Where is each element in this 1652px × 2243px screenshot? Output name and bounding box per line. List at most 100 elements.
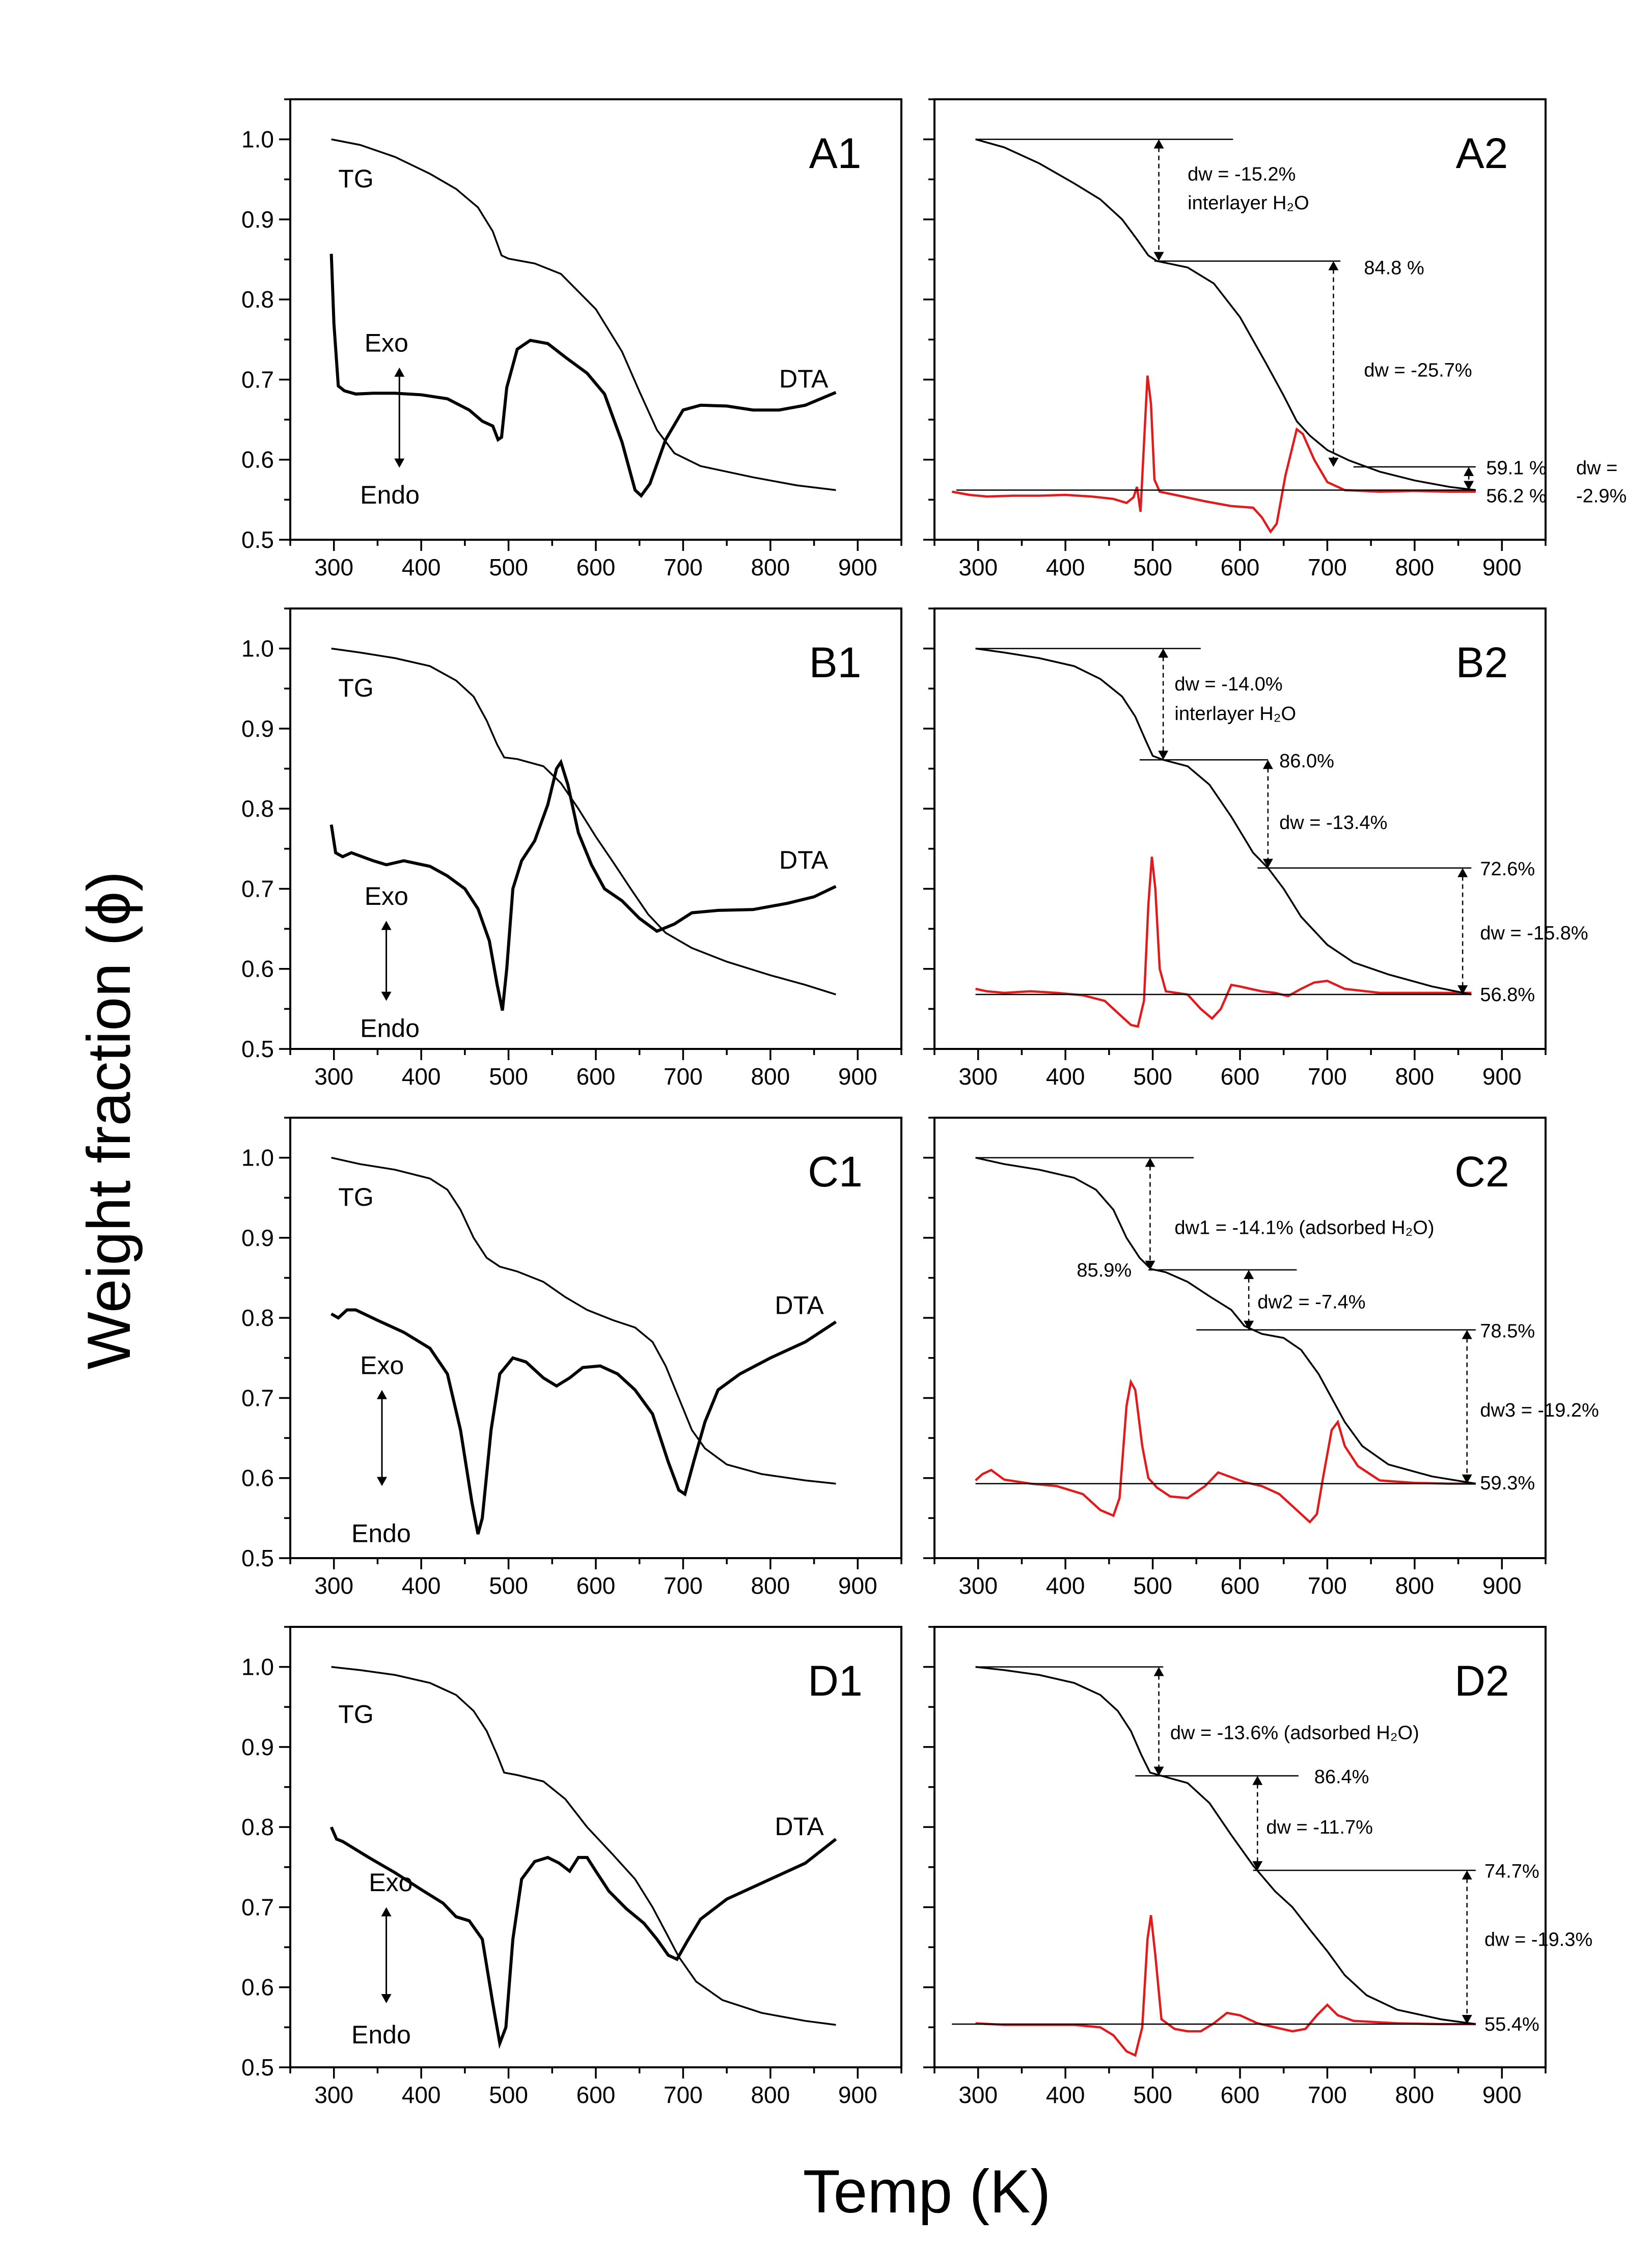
panel-b2-xtick-label: 300 (958, 1063, 998, 1090)
panel-b2-annotation: 56.8% (1480, 984, 1535, 1006)
panel-b1-ytick-label: 0.6 (241, 956, 274, 982)
panel-c1-ytick-label: 0.5 (241, 1545, 274, 1571)
panel-b2-step-arrowhead-bottom (1262, 859, 1273, 868)
panel-b1-endo-label: Endo (360, 1014, 420, 1042)
panel-b2-annotation: dw = -13.4% (1279, 812, 1387, 834)
panel-c2-xtick-label: 500 (1133, 1572, 1172, 1599)
panel-b1-ytick-label: 0.8 (241, 795, 274, 822)
panel-a2-dta-curve (951, 375, 1476, 534)
panel-b2-xtick-label: 400 (1046, 1063, 1085, 1090)
panel-a2-step-arrowhead-bottom (1153, 252, 1164, 261)
panel-a2-annotation: interlayer H₂O (1188, 192, 1309, 214)
panel-b2: 300 400 500 600 700 800 900 B2 dw = -14.0% interl… (923, 607, 1588, 1090)
panel-a2-step-arrowhead-top (1328, 261, 1339, 270)
panel-b2-xtick-label: 500 (1133, 1063, 1172, 1090)
panel-a1-exo-arrowhead (394, 367, 405, 377)
panel-a1-ytick-label: 0.6 (241, 447, 274, 473)
panel-b2-step-arrowhead-top (1262, 760, 1273, 769)
panel-d2-step-arrowhead-top (1462, 1870, 1472, 1880)
panel-b1-label: B1 (809, 639, 862, 686)
panel-c2-frame (933, 1117, 1547, 1559)
panel-a2-step-arrowhead-bottom (1464, 481, 1474, 490)
panel-b1-xtick-label: 700 (664, 1063, 703, 1090)
panel-d2-label: D2 (1454, 1657, 1509, 1705)
panel-a2-annotation: 84.8 % (1364, 257, 1424, 279)
panel-b1-dta-label: DTA (779, 846, 829, 874)
panel-a2-xtick-label: 400 (1046, 554, 1085, 580)
panel-d2: 300 400 500 600 700 800 900 D2 dw = -13.6% (adso… (923, 1626, 1592, 2108)
panel-d1-ytick-label: 0.8 (241, 1814, 274, 1840)
panel-c1-ytick-label: 0.9 (241, 1225, 274, 1251)
panel-c2-step-arrowhead-top (1244, 1269, 1254, 1279)
panel-c1-ytick-label: 1.0 (241, 1145, 274, 1171)
panel-d2-xtick-label: 400 (1046, 2082, 1085, 2108)
panel-a1-endo-arrowhead (394, 458, 405, 468)
panel-b2-annotation: dw = -14.0% (1174, 674, 1282, 695)
panel-c1-tg-curve (331, 1156, 836, 1485)
panel-b1-exo-label: Exo (365, 882, 408, 910)
panel-d1-endo-arrowhead (381, 1994, 392, 2004)
panel-a1-ytick-label: 0.5 (241, 527, 274, 553)
panel-d2-tg-curve (975, 1666, 1476, 2025)
panel-a1-xtick-label: 500 (489, 554, 528, 580)
panel-c2-xtick-label: 600 (1221, 1572, 1260, 1599)
panel-d1: 300 400 500 600 700 800 900 0.5 0.6 0.7 0.8 0.9 1.0 D… (241, 1626, 902, 2108)
panel-c1-xtick-label: 400 (402, 1572, 441, 1599)
panel-d1-xtick-label: 700 (664, 2082, 703, 2108)
panels: 300 400 500 600 700 800 900 0.5 0.6 0.7 0.8 0.9 1.0 A… (241, 98, 1627, 2108)
panel-c2-annotation: dw2 = -7.4% (1257, 1292, 1365, 1313)
panel-d1-tg-curve (331, 1666, 836, 2026)
panel-a2-step-arrowhead-bottom (1328, 457, 1339, 467)
panel-c2-annotation: dw1 = -14.1% (adsorbed H₂O) (1174, 1217, 1434, 1238)
panel-c2-annotation: 78.5% (1480, 1320, 1535, 1342)
panel-d1-ytick-label: 1.0 (241, 1654, 274, 1680)
panel-a1-xtick-label: 700 (664, 554, 703, 580)
panel-d2-xtick-label: 700 (1308, 2082, 1347, 2108)
panel-d1-dta-label: DTA (775, 1812, 824, 1841)
panel-b2-annotation: interlayer H₂O (1174, 703, 1296, 725)
panel-b1-tg-label: TG (338, 674, 373, 702)
panel-d1-label: D1 (808, 1657, 862, 1705)
panel-d1-xtick-label: 800 (751, 2082, 790, 2108)
panel-b2-tg-curve (975, 647, 1472, 995)
panel-d2-annotation: dw = -13.6% (adsorbed H₂O) (1170, 1723, 1419, 1744)
panel-c1-label: C1 (808, 1148, 862, 1196)
panel-d1-exo-label: Exo (369, 1868, 412, 1897)
panel-a1-dta-curve (329, 254, 837, 498)
panel-c1-xtick-label: 800 (751, 1572, 790, 1599)
panel-a1-exo-label: Exo (365, 328, 408, 357)
panel-c1: 300 400 500 600 700 800 900 0.5 0.6 0.7 0.8 0.9 1.0 C… (241, 1117, 902, 1599)
panel-d2-xtick-label: 900 (1482, 2082, 1522, 2108)
panel-d1-xtick-label: 300 (314, 2082, 353, 2108)
panel-a1-tg-label: TG (338, 164, 373, 193)
panel-c2-step-arrowhead-top (1462, 1330, 1472, 1339)
panel-c1-ytick-label: 0.8 (241, 1305, 274, 1331)
panel-a1-xtick-label: 300 (314, 554, 353, 580)
panel-b2-annotation: 86.0% (1279, 751, 1334, 772)
panel-a2-xtick-label: 500 (1133, 554, 1172, 580)
panel-a2-step-arrowhead-top (1153, 139, 1164, 149)
panel-b1-endo-arrowhead (381, 991, 392, 1001)
panel-b1-xtick-label: 900 (838, 1063, 877, 1090)
panel-b1-xtick-label: 500 (489, 1063, 528, 1090)
panel-b2-label: B2 (1456, 639, 1508, 686)
panel-d2-step-arrowhead-bottom (1462, 2015, 1472, 2025)
panel-b1-exo-arrowhead (381, 921, 392, 930)
panel-b2-step-arrowhead-bottom (1457, 985, 1468, 995)
panel-b2-xtick-label: 700 (1308, 1063, 1347, 1090)
panel-c1-xtick-label: 300 (314, 1572, 353, 1599)
panel-a1-ytick-label: 0.9 (241, 206, 274, 233)
panel-a1-ytick-label: 0.8 (241, 286, 274, 313)
panel-d1-ytick-label: 0.9 (241, 1734, 274, 1760)
panel-d1-xtick-label: 900 (838, 2082, 877, 2108)
panel-b1-xtick-label: 400 (402, 1063, 441, 1090)
panel-a2-annotation: dw = -25.7% (1364, 360, 1472, 381)
panel-b2-dta-curve (975, 856, 1472, 1028)
panel-c2-step-arrowhead-bottom (1244, 1320, 1254, 1330)
panel-c1-endo-arrowhead (377, 1477, 387, 1486)
panel-c2-label: C2 (1454, 1148, 1509, 1196)
panel-a1-ytick-label: 1.0 (241, 126, 274, 153)
panel-b2-xtick-label: 800 (1395, 1063, 1434, 1090)
panel-d2-xtick-label: 800 (1395, 2082, 1434, 2108)
panel-b1-ytick-label: 1.0 (241, 635, 274, 662)
